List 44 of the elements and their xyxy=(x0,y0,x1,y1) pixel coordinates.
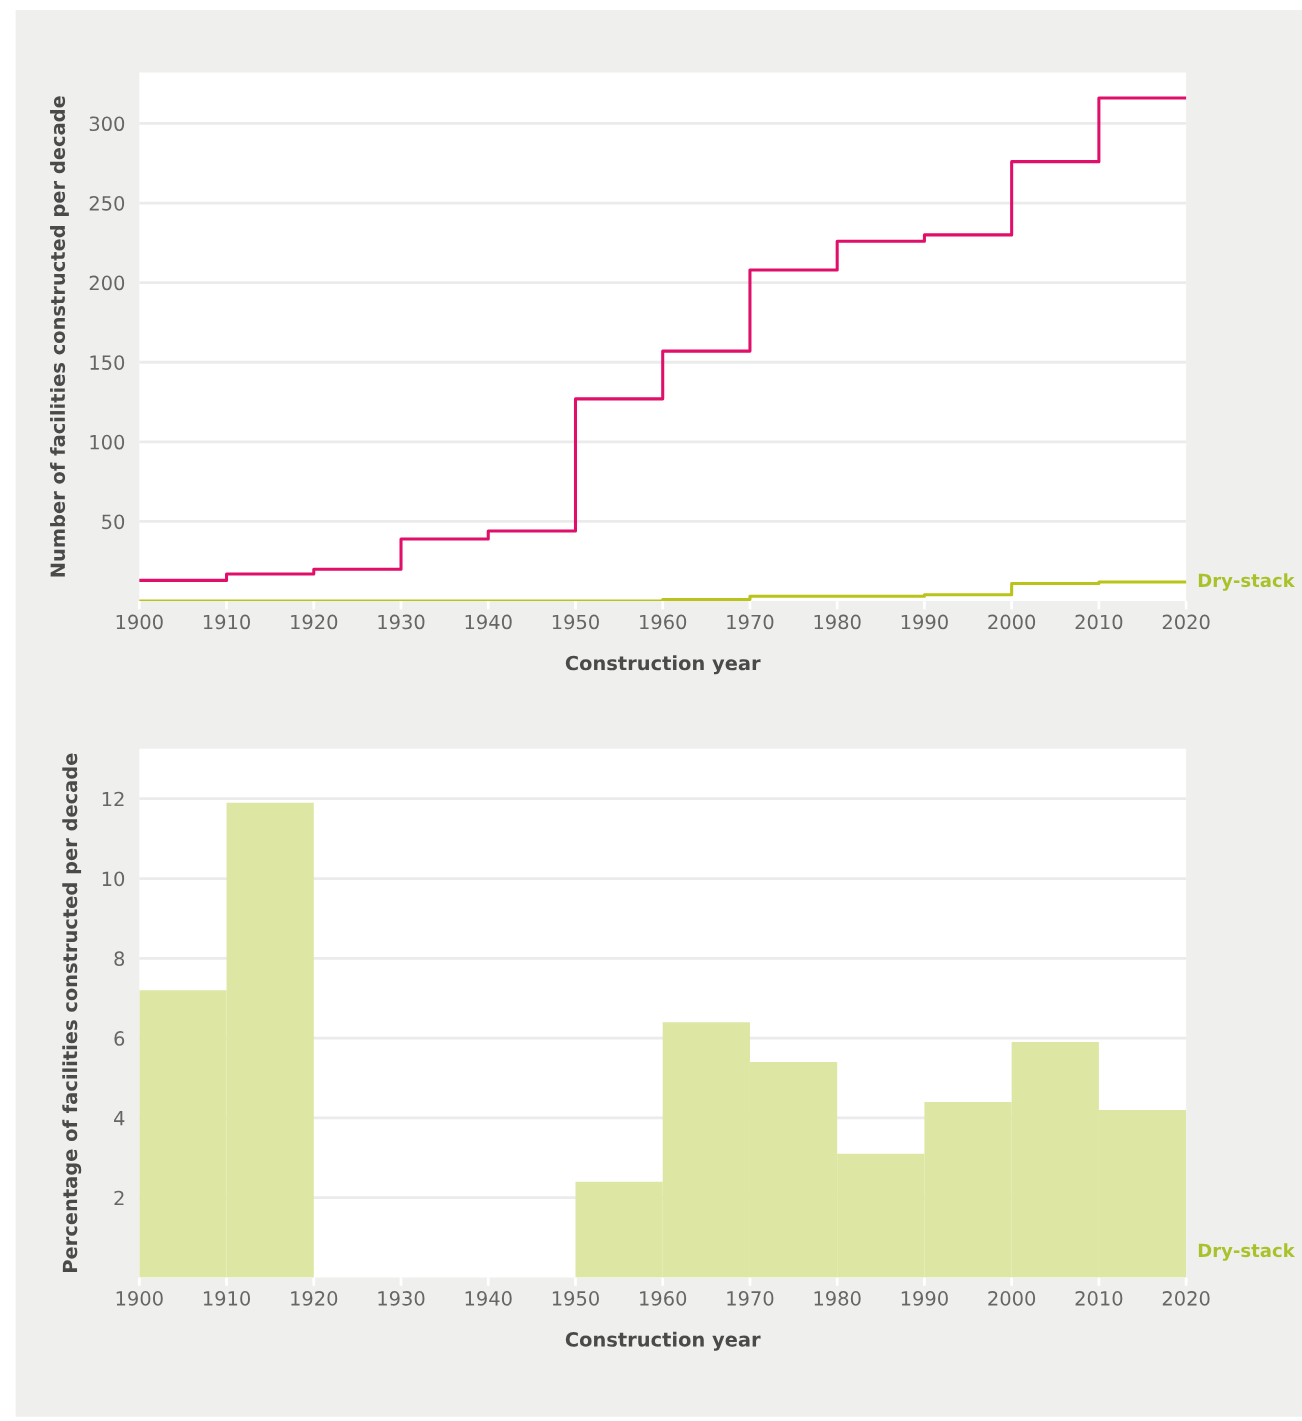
x-axis-title: Construction year xyxy=(565,655,761,675)
x-tick-label: 1910 xyxy=(203,614,250,630)
y-tick-label: 250 xyxy=(89,195,125,211)
series-label: Dry-stack xyxy=(1198,573,1295,591)
x-tick-label: 2020 xyxy=(1162,1291,1210,1306)
x-axis-title: Construction year xyxy=(565,1331,761,1351)
x-tick-label: 1940 xyxy=(465,614,512,630)
x-tick-label: 1960 xyxy=(640,1291,687,1306)
x-tick-label: 1970 xyxy=(727,1291,774,1306)
y-tick-label: 2 xyxy=(114,1190,124,1206)
x-tick-label: 1900 xyxy=(116,614,163,630)
x-tick-label: 1980 xyxy=(814,1291,861,1306)
x-tick-label: 1910 xyxy=(203,1291,250,1306)
x-tick-label: 1950 xyxy=(552,1291,599,1306)
y-tick-label: 10 xyxy=(102,871,125,887)
x-tick-label: 2010 xyxy=(1075,614,1123,630)
y-tick-label: 12 xyxy=(102,791,124,807)
x-tick-label: 1900 xyxy=(116,1291,163,1306)
x-tick-label: 1920 xyxy=(291,1291,338,1306)
x-tick-label: 1930 xyxy=(378,1291,425,1306)
x-tick-label: 2000 xyxy=(988,1291,1036,1306)
x-tick-label: 1920 xyxy=(291,614,338,630)
x-tick-label: 1990 xyxy=(901,1291,948,1306)
x-tick-label: 2000 xyxy=(988,614,1036,630)
y-axis-title: Number of facilities constructed per decade xyxy=(50,96,69,577)
y-tick-label: 100 xyxy=(90,434,125,450)
x-tick-label: 1990 xyxy=(901,614,948,630)
x-tick-label: 1940 xyxy=(465,1291,512,1306)
y-tick-label: 4 xyxy=(114,1111,125,1126)
x-tick-label: 1970 xyxy=(727,614,774,630)
x-tick-label: 2020 xyxy=(1162,614,1210,630)
x-tick-label: 1950 xyxy=(552,614,599,630)
y-axis-title: Percentage of facilities constructed per decade xyxy=(62,753,82,1272)
y-tick-label: 8 xyxy=(114,951,125,966)
y-tick-label: 6 xyxy=(114,1031,125,1046)
x-tick-label: 1960 xyxy=(640,614,687,630)
x-tick-label: 1930 xyxy=(378,614,425,630)
y-tick-label: 50 xyxy=(102,514,125,530)
y-tick-label: 150 xyxy=(90,355,125,370)
x-tick-label: 1980 xyxy=(814,614,861,630)
y-tick-label: 300 xyxy=(89,116,125,132)
y-tick-label: 200 xyxy=(89,275,125,291)
series-label: Dry-stack xyxy=(1198,1243,1295,1261)
x-tick-label: 2010 xyxy=(1075,1291,1123,1306)
